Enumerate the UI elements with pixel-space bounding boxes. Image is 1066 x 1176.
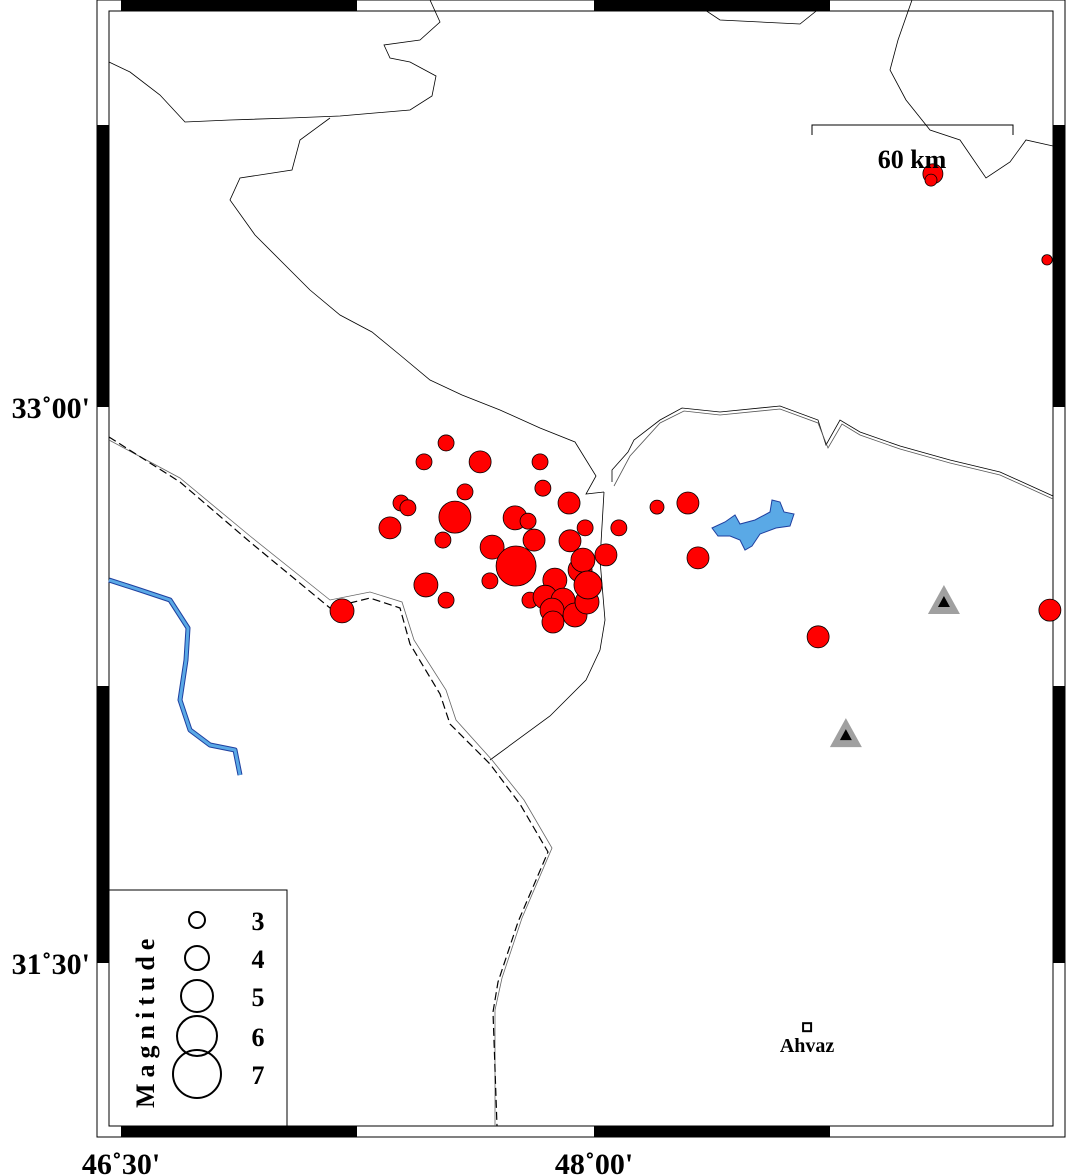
earthquake-event <box>686 546 710 570</box>
earthquake-event <box>806 625 830 649</box>
station-triangle-icon <box>829 718 862 748</box>
x-tick-label: 48˚00' <box>555 1148 633 1176</box>
legend-circle <box>180 979 214 1013</box>
boundary-line-northwest <box>108 0 441 123</box>
earthquake-event <box>924 173 938 187</box>
legend-circle <box>184 945 210 971</box>
scale-bar: 60 km <box>811 124 1014 174</box>
earthquake-event <box>573 570 603 600</box>
legend-label: 7 <box>252 1061 265 1090</box>
earthquake-event <box>378 516 402 540</box>
legend-label: 6 <box>252 1023 265 1052</box>
y-tick-label: 31˚30' <box>12 948 90 981</box>
earthquake-event <box>479 534 505 560</box>
earthquake-event <box>1041 254 1053 266</box>
scale-bar-label: 60 km <box>878 145 947 174</box>
legend-label: 5 <box>252 983 265 1012</box>
earthquake-event <box>437 591 455 609</box>
legend-title: Magnitude <box>131 933 160 1108</box>
earthquake-event <box>438 500 472 534</box>
earthquake-event <box>531 453 549 471</box>
earthquake-event <box>519 512 537 530</box>
boundary-line-west-thin <box>108 439 553 1126</box>
boundary-line-east <box>611 405 1054 497</box>
seismic-stations <box>829 584 960 748</box>
earthquake-event <box>437 434 455 452</box>
earthquake-event <box>558 529 582 553</box>
legend-circle <box>172 1049 222 1099</box>
earthquake-event <box>329 598 355 624</box>
city-label: Ahvaz <box>780 1035 835 1057</box>
earthquake-event <box>676 491 700 515</box>
earthquake-event <box>495 545 537 587</box>
station-triangle-icon <box>927 584 960 614</box>
city-marker-icon <box>802 1022 813 1033</box>
legend-circle <box>176 1015 218 1057</box>
y-tick-label: 33˚00' <box>12 392 90 425</box>
water-bodies <box>108 499 795 776</box>
earthquake-event <box>1038 598 1062 622</box>
earthquake-event <box>610 519 628 537</box>
earthquake-event <box>434 531 452 549</box>
boundary-line-top-b <box>889 0 1054 179</box>
legend-entries: 3 4 5 6 7 <box>172 907 265 1099</box>
international-border-dashed <box>108 436 549 1127</box>
earthquake-event <box>468 450 492 474</box>
earthquake-event <box>576 519 594 537</box>
magnitude-legend: Magnitude 3 4 5 6 7 <box>108 889 288 1127</box>
earthquake-event <box>522 528 546 552</box>
earthquake-event <box>456 483 474 501</box>
cities: Ahvaz <box>780 1022 835 1057</box>
lake <box>711 499 795 551</box>
earthquake-event <box>570 547 596 573</box>
legend-circle <box>188 911 206 929</box>
earthquake-event <box>534 479 552 497</box>
earthquake-event <box>557 491 581 515</box>
river-fill <box>108 578 242 776</box>
earthquake-events <box>329 163 1062 649</box>
boundary-line-top-a <box>689 0 831 25</box>
legend-label: 3 <box>252 907 265 936</box>
earthquake-event <box>649 499 665 515</box>
earthquake-event <box>399 499 417 517</box>
earthquake-event <box>413 572 439 598</box>
earthquake-event <box>541 610 565 634</box>
x-tick-label: 46˚30' <box>82 1148 160 1176</box>
boundary-line-north <box>229 117 605 495</box>
earthquake-event <box>415 453 433 471</box>
earthquake-event <box>481 572 499 590</box>
boundary-line-east-2 <box>613 408 1054 500</box>
legend-label: 4 <box>252 945 265 974</box>
axis-labels: 46˚30' 48˚00' 33˚00' 31˚30' <box>12 392 633 1176</box>
earthquake-event <box>594 543 618 567</box>
